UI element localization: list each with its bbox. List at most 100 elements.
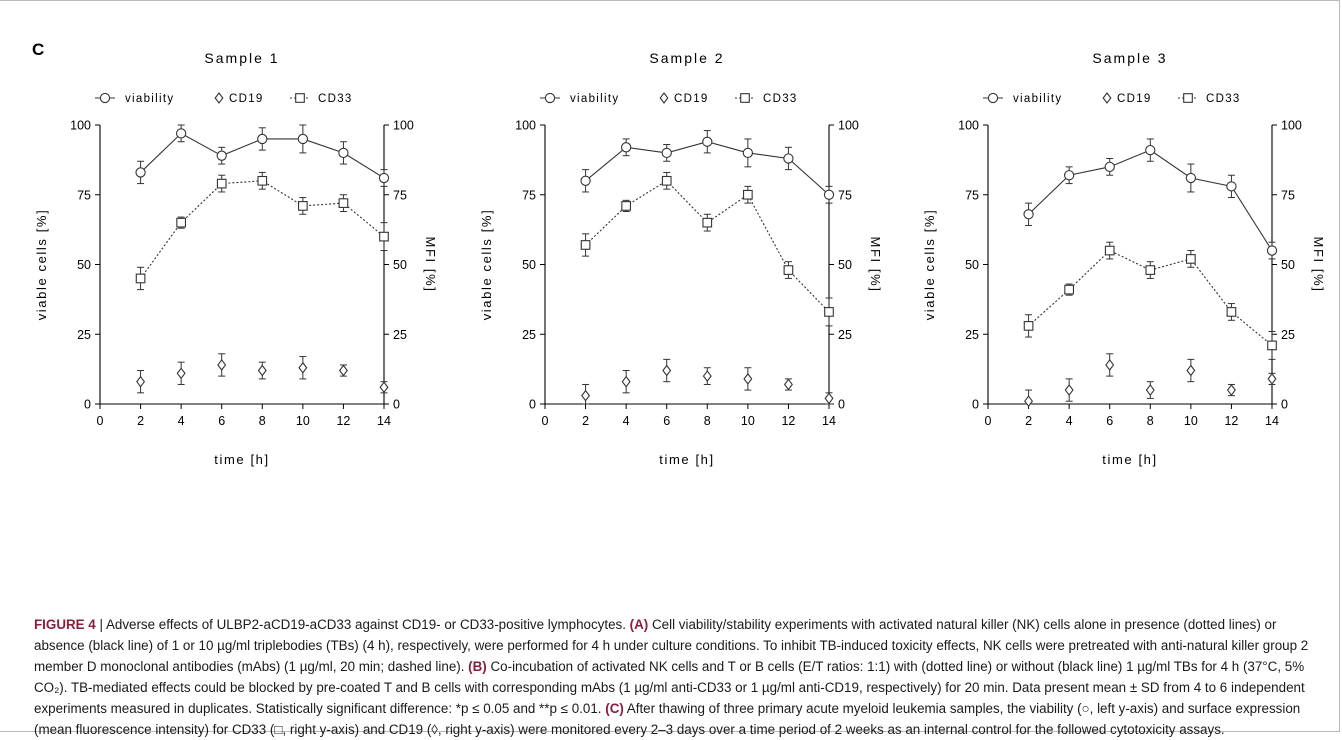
data-point-CD19	[379, 381, 389, 394]
y-tick-label-right: 100	[1281, 119, 1302, 133]
data-point-CD33	[1023, 321, 1034, 331]
x-tick-label: 6	[1106, 414, 1113, 428]
y-tick-label-right: 75	[838, 188, 852, 202]
legend-label-CD19: CD19	[674, 93, 709, 105]
data-point-viability	[338, 147, 349, 159]
x-tick-label: 14	[377, 414, 391, 428]
y-tick-label-right: 25	[393, 328, 407, 342]
data-point-viability	[1185, 172, 1197, 184]
legend-label-CD19: CD19	[1117, 93, 1152, 105]
series-CD19	[136, 353, 389, 394]
y-tick-label-left: 0	[84, 398, 91, 412]
y-axis-label-right: MFI [%]	[1311, 237, 1326, 293]
data-point-CD19	[1267, 372, 1277, 385]
y-axis-label-right: MFI [%]	[423, 237, 438, 293]
y-tick-label-left: 50	[522, 258, 536, 272]
data-point-CD19	[217, 359, 227, 371]
y-axis-label-left: viable cells [%]	[922, 209, 937, 321]
chart-legend: viability CD19 CD33	[95, 92, 353, 105]
x-tick-label: 6	[218, 414, 225, 428]
x-axis-label: time [h]	[659, 452, 714, 467]
legend-marker-viability	[99, 92, 111, 104]
y-tick-label-left: 25	[522, 328, 536, 342]
data-point-CD33	[135, 273, 146, 284]
legend-marker-viability	[544, 92, 556, 104]
data-point-CD33	[379, 231, 389, 242]
y-tick-label-right: 25	[1281, 328, 1295, 342]
data-point-CD19	[783, 378, 793, 391]
x-tick-label: 2	[1025, 414, 1032, 428]
y-tick-label-right: 50	[838, 258, 852, 272]
legend-label-CD33: CD33	[318, 93, 353, 105]
y-tick-label-right: 50	[393, 258, 407, 272]
series-CD33	[580, 171, 834, 327]
y-tick-label-left: 100	[515, 119, 536, 133]
y-tick-label-left: 75	[77, 188, 91, 202]
data-point-CD33	[702, 217, 713, 228]
series-CD19	[581, 358, 834, 405]
legend-marker-CD19	[659, 92, 669, 104]
data-point-CD33	[1145, 265, 1156, 275]
data-point-CD19	[136, 375, 146, 388]
x-tick-label: 14	[1265, 414, 1279, 428]
data-point-viability	[297, 133, 309, 145]
x-tick-label: 12	[781, 414, 795, 428]
data-point-CD33	[298, 201, 308, 211]
y-tick-label-left: 0	[972, 398, 979, 412]
x-tick-label: 2	[137, 414, 144, 428]
data-point-CD19	[1226, 384, 1236, 396]
y-tick-label-right: 0	[1281, 398, 1288, 412]
x-tick-label: 0	[97, 414, 104, 428]
y-tick-label-right: 75	[1281, 188, 1295, 202]
y-axis-label-left: viable cells [%]	[34, 209, 49, 321]
data-point-CD33	[580, 240, 591, 250]
caption-figure-label: FIGURE 4	[34, 617, 96, 632]
legend-marker-CD19	[1102, 92, 1112, 104]
y-tick-label-right: 0	[393, 398, 400, 412]
x-tick-label: 8	[704, 414, 711, 428]
data-point-CD33	[1064, 284, 1074, 295]
x-tick-label: 4	[623, 414, 630, 428]
legend-label-CD19: CD19	[229, 93, 264, 105]
data-point-viability	[1145, 144, 1156, 156]
data-point-CD19	[1145, 384, 1155, 396]
y-axis-label-left: viable cells [%]	[479, 209, 494, 321]
data-point-CD33	[1226, 307, 1237, 317]
caption-panel-label: (B)	[468, 659, 487, 674]
data-point-CD33	[621, 201, 631, 211]
data-point-CD19	[1105, 359, 1115, 371]
chart-legend: viability CD19 CD33	[540, 92, 798, 105]
data-point-CD19	[581, 389, 591, 402]
y-tick-label-right: 0	[838, 398, 845, 412]
y-axis-label-right: MFI [%]	[868, 237, 883, 293]
data-point-CD33	[783, 265, 794, 275]
legend-label-viability: viability	[125, 93, 174, 105]
data-point-viability	[742, 147, 754, 159]
legend-label-CD33: CD33	[763, 93, 798, 105]
legend-marker-CD33	[295, 93, 305, 103]
x-tick-label: 10	[741, 414, 755, 428]
x-tick-label: 0	[542, 414, 549, 428]
data-point-CD33	[1186, 254, 1196, 264]
series-viability	[580, 130, 835, 204]
series-line-CD33	[585, 180, 830, 313]
y-tick-label-left: 75	[522, 188, 536, 202]
y-tick-label-left: 75	[965, 188, 979, 202]
y-tick-label-right: 75	[393, 188, 407, 202]
series-viability	[135, 124, 390, 187]
y-tick-label-left: 25	[77, 328, 91, 342]
caption-text: Co-incubation of activated NK cells and …	[34, 659, 1305, 716]
data-point-CD33	[257, 175, 268, 186]
data-point-viability	[783, 153, 794, 164]
data-point-viability	[1226, 181, 1237, 192]
data-point-viability	[378, 172, 390, 184]
series-line-viability	[1028, 149, 1273, 251]
data-point-viability	[1063, 170, 1075, 181]
data-point-CD19	[743, 372, 753, 385]
legend-label-viability: viability	[570, 93, 619, 105]
data-point-CD19	[257, 364, 267, 377]
